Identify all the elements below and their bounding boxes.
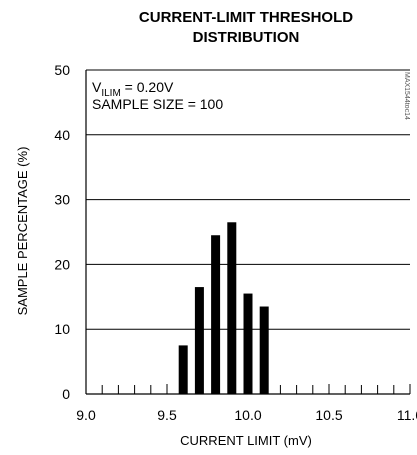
axes xyxy=(85,70,411,395)
bar-2 xyxy=(211,235,221,394)
chart-title-line1: CURRENT-LIMIT THRESHOLD xyxy=(139,9,353,26)
annotation-vilim: VILIM = 0.20V xyxy=(92,79,174,99)
y-tick-label-4: 40 xyxy=(54,127,70,143)
bar-4 xyxy=(243,293,253,394)
bar-5 xyxy=(259,306,269,394)
y-tick-label-3: 30 xyxy=(54,192,70,208)
x-tick-label-1: 9.5 xyxy=(157,407,177,423)
bar-0 xyxy=(178,345,188,394)
figure-code: MAX1544toc14 xyxy=(403,72,410,120)
bar-1 xyxy=(194,287,204,394)
x-tick-label-4: 11.0 xyxy=(397,407,417,423)
y-axis-label: SAMPLE PERCENTAGE (%) xyxy=(15,147,30,316)
y-tick-label-1: 10 xyxy=(54,321,70,337)
plot-area: 0 10 20 30 40 50 9.0 9.5 10.0 10.5 11.0 xyxy=(54,62,417,423)
y-tick-label-0: 0 xyxy=(62,386,70,402)
x-tick-label-0: 9.0 xyxy=(76,407,96,423)
x-tick-label-2: 10.0 xyxy=(234,407,261,423)
y-tick-label-2: 20 xyxy=(54,256,70,272)
x-axis-label: CURRENT LIMIT (mV) xyxy=(180,433,312,448)
bar-3 xyxy=(227,222,237,394)
chart-title-line2: DISTRIBUTION xyxy=(193,29,300,46)
bars xyxy=(178,222,269,394)
annotation-sample-size: SAMPLE SIZE = 100 xyxy=(92,96,223,112)
x-tick-label-3: 10.5 xyxy=(315,407,342,423)
gridlines xyxy=(86,69,410,330)
y-tick-labels: 0 10 20 30 40 50 xyxy=(54,62,70,402)
y-tick-label-5: 50 xyxy=(54,62,70,78)
x-tick-labels: 9.0 9.5 10.0 10.5 11.0 xyxy=(76,407,417,423)
